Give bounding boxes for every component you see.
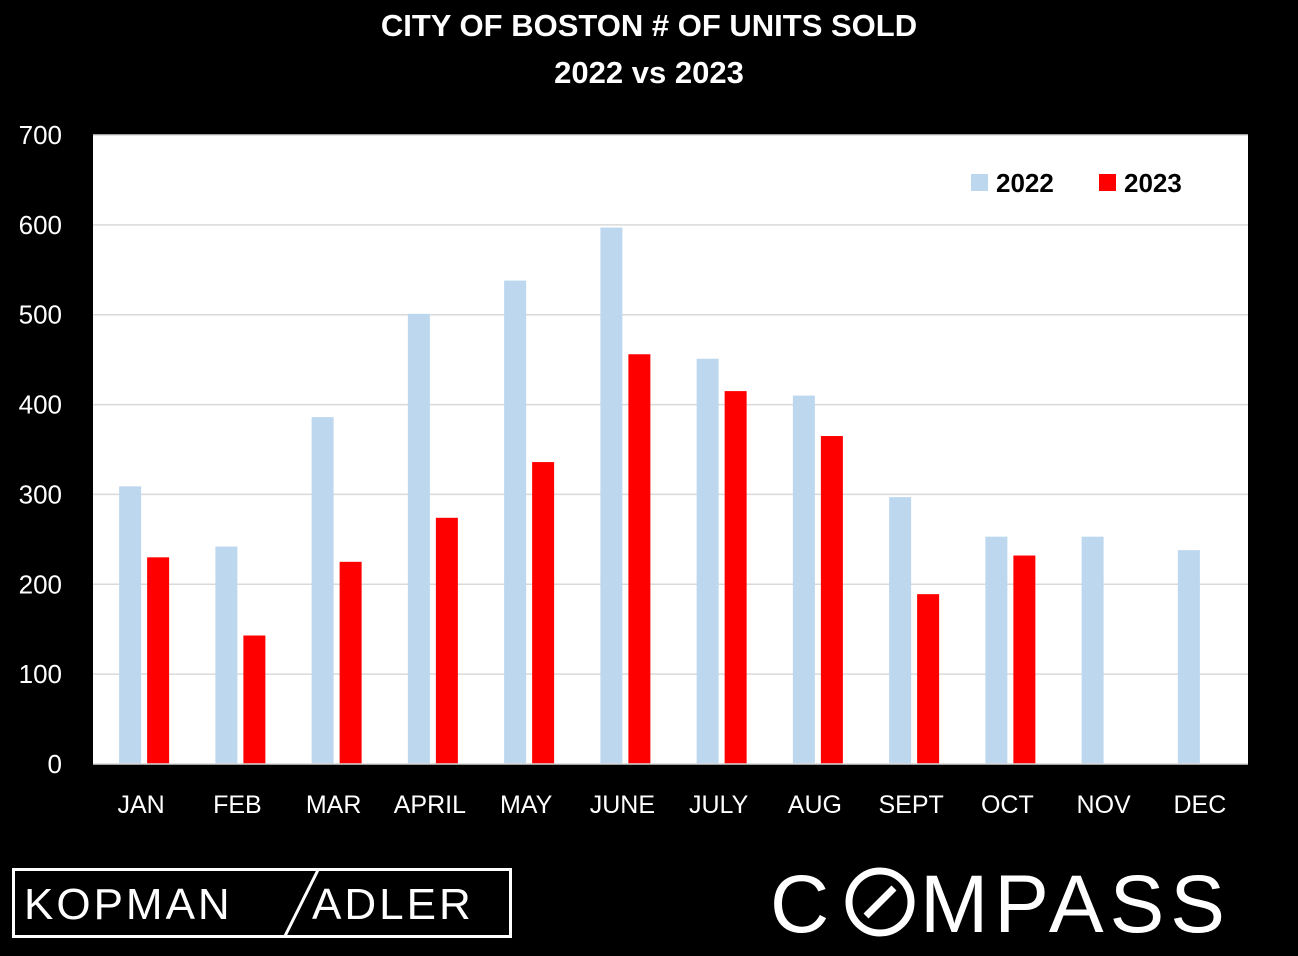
y-axis: 0 100 200 300 400 500 600 700 <box>19 120 62 779</box>
bar-2022-feb <box>215 546 238 764</box>
bar-2022-mar <box>311 417 334 764</box>
legend-item-2022: 2022 <box>971 168 1054 198</box>
x-tick-label: APRIL <box>394 791 466 819</box>
y-tick-label: 600 <box>19 210 62 240</box>
bar-2022-nov <box>1081 536 1104 764</box>
bars <box>119 227 1200 764</box>
legend-label: 2022 <box>996 168 1054 198</box>
x-tick-label: OCT <box>981 791 1034 819</box>
legend-item-2023: 2023 <box>1099 168 1182 198</box>
bar-2022-june <box>600 227 623 764</box>
legend-swatch <box>971 174 988 191</box>
y-tick-label: 500 <box>19 300 62 330</box>
bar-2022-aug <box>792 395 815 764</box>
bar-2022-jan <box>119 486 142 764</box>
x-axis: JAN FEB MAR APRIL MAY JUNE JULY AUG SEPT OCT NOV DE… <box>93 763 1248 819</box>
y-tick-label: 0 <box>48 749 62 779</box>
gridlines <box>93 134 1248 675</box>
y-tick-label: 400 <box>19 390 62 420</box>
logo-kopman-text: KOPMAN <box>24 880 233 929</box>
x-tick-label: AUG <box>788 791 842 819</box>
compass-logo: C MPASS <box>770 859 1231 948</box>
x-tick-label: NOV <box>1077 791 1132 819</box>
bar-2023-aug <box>820 436 843 764</box>
x-tick-label: DEC <box>1173 791 1226 819</box>
compass-o-icon <box>845 867 915 937</box>
bar-2023-may <box>532 462 555 764</box>
x-tick-label: MAR <box>306 791 362 819</box>
bar-2022-dec <box>1177 550 1200 764</box>
bar-chart: 0 100 200 300 400 500 600 700 JAN FEB MAR APRIL MAY… <box>19 120 1248 819</box>
bar-2023-feb <box>243 635 266 764</box>
bar-2023-june <box>628 354 651 764</box>
logo-compass-c: C <box>770 859 835 948</box>
bar-2022-may <box>504 280 527 764</box>
x-tick-label: MAY <box>500 791 553 819</box>
bar-2023-july <box>724 391 747 764</box>
bar-2023-sept <box>917 594 940 764</box>
x-tick-label: JULY <box>689 791 749 819</box>
logo-slash <box>283 869 320 937</box>
y-tick-label: 300 <box>19 479 62 509</box>
legend-swatch <box>1099 174 1116 191</box>
x-tick-label: JAN <box>118 791 165 819</box>
plot-area <box>93 135 1248 764</box>
bar-2022-sept <box>889 497 912 764</box>
bar-2023-mar <box>339 561 362 764</box>
x-tick-label: JUNE <box>590 791 655 819</box>
bar-2022-july <box>696 358 719 764</box>
bar-2023-april <box>435 517 458 764</box>
y-tick-label: 700 <box>19 120 62 150</box>
y-tick-label: 100 <box>19 659 62 689</box>
bar-2022-april <box>407 313 430 764</box>
chart-title: CITY OF BOSTON # OF UNITS SOLD <box>380 8 918 43</box>
x-tick-label: SEPT <box>878 791 943 819</box>
legend-label: 2023 <box>1124 168 1182 198</box>
x-tick-label: FEB <box>213 791 262 819</box>
bar-2023-jan <box>147 557 170 764</box>
kopman-adler-logo: KOPMAN ADLER <box>12 868 512 938</box>
y-tick-label: 200 <box>19 569 62 599</box>
chart-subtitle: 2022 vs 2023 <box>554 55 744 90</box>
bar-2022-oct <box>985 536 1008 764</box>
logo-adler-text: ADLER <box>312 880 474 929</box>
legend: 2022 2023 <box>971 168 1182 198</box>
bar-2023-oct <box>1013 555 1036 764</box>
logo-compass-rest: MPASS <box>920 859 1231 948</box>
